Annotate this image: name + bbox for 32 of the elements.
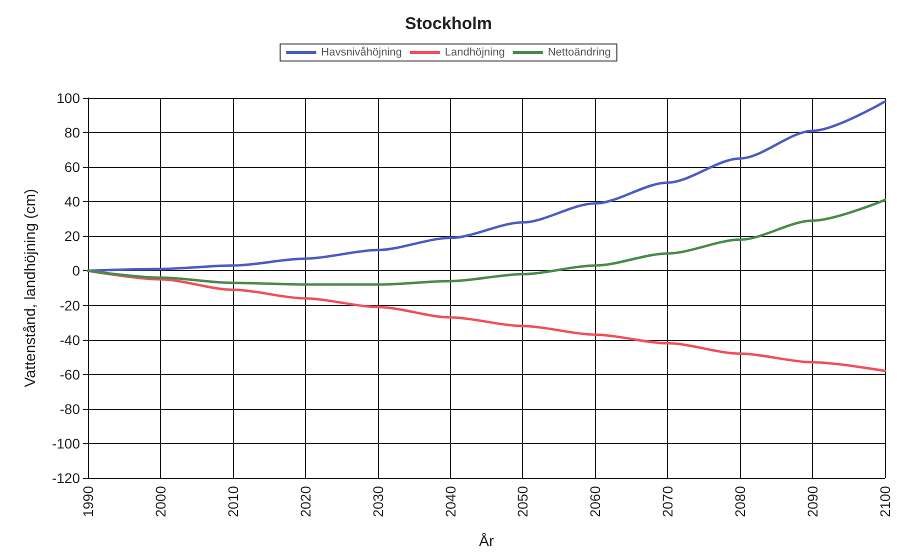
y-tick-label: 20 [64, 228, 80, 244]
x-tick-label: 2060 [587, 486, 604, 518]
y-tick-label: 0 [72, 262, 80, 279]
x-tick-label: 2070 [660, 486, 676, 518]
y-tick-label: -40 [60, 332, 80, 348]
y-tick-label: 80 [64, 124, 80, 141]
x-tick-label: 1990 [80, 486, 96, 518]
y-tick-label: -120 [52, 470, 80, 486]
x-tick-label: 2010 [224, 486, 241, 518]
x-tick-label: 2100 [877, 486, 893, 518]
y-tick-label: -80 [60, 400, 80, 417]
y-axis-title: Vattenstånd, landhöjning (cm) [22, 188, 39, 388]
legend-label: Nettoändring [548, 46, 611, 58]
x-tick-label: 2040 [442, 486, 458, 518]
y-tick-label: -100 [52, 435, 80, 452]
x-axis-title: År [479, 532, 494, 550]
chart-title: Stockholm [405, 14, 492, 33]
line-series [86, 269, 886, 372]
y-tick-label: -60 [60, 366, 80, 382]
legend-label: Havsnivåhöjning [321, 46, 402, 58]
x-tick-label: 2050 [514, 486, 531, 518]
y-tick-label: 60 [64, 159, 80, 176]
y-tick-label: 40 [64, 194, 80, 210]
x-tick-label: 2080 [732, 486, 748, 518]
line-series [86, 198, 886, 286]
y-tick-label: 100 [56, 90, 80, 106]
y-tick-label: -20 [60, 297, 80, 314]
legend-label: Landhöjning [444, 46, 505, 58]
x-tick-label: 2090 [804, 486, 821, 518]
x-tick-label: 2030 [370, 486, 386, 518]
x-tick-label: 2000 [152, 486, 168, 518]
x-tick-label: 2020 [297, 486, 314, 518]
